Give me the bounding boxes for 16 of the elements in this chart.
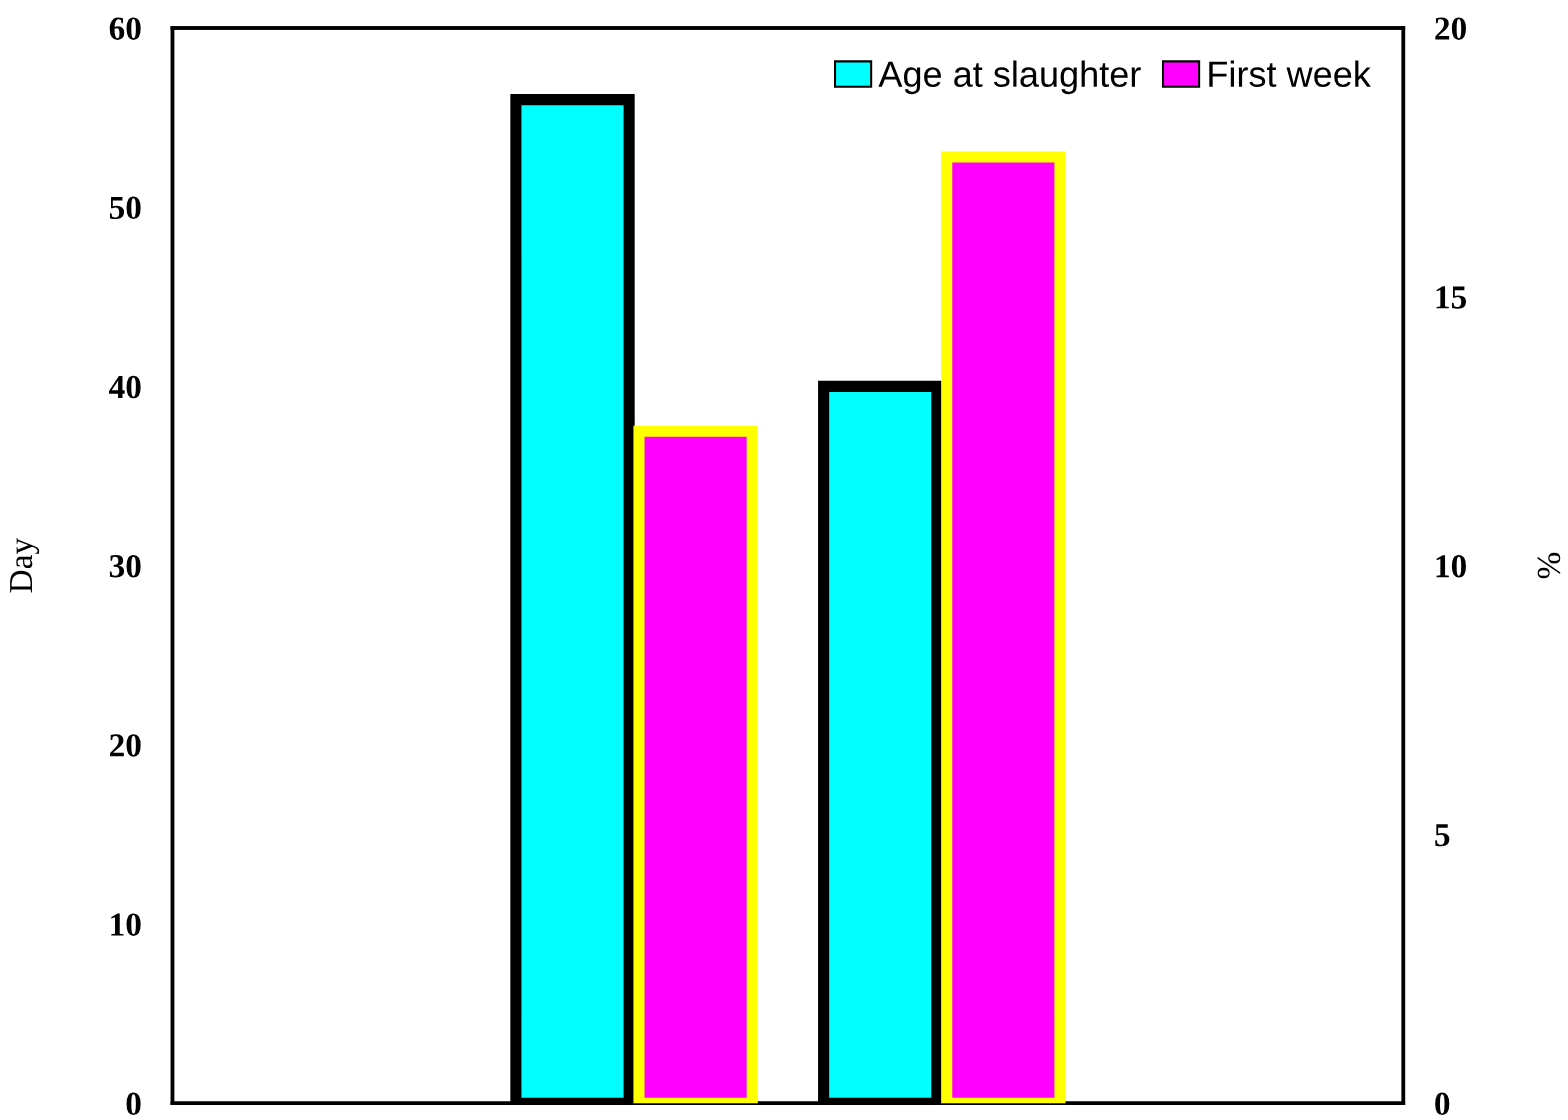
- y-tick-label: 10: [111, 913, 141, 936]
- legend-label: Age at slaughter: [878, 60, 1141, 95]
- legend-label: First week: [1209, 60, 1371, 88]
- y-tick-label: 60: [109, 17, 141, 40]
- y-tick-label: 40: [109, 375, 141, 399]
- y2-tick-label: 10: [1436, 555, 1466, 578]
- y-tick-label: 20: [109, 734, 141, 757]
- y-tick-label: 0: [126, 1092, 141, 1116]
- y-tick-label: 50: [109, 196, 141, 220]
- y2-tick-label: 20: [1435, 17, 1466, 40]
- y-axis-title: Day: [10, 537, 40, 593]
- y2-axis-title: %: [1537, 552, 1561, 579]
- y2-tick-label: 15: [1436, 286, 1467, 309]
- y2-tick-label: 5: [1435, 824, 1450, 847]
- y2-tick-label: 0: [1435, 1092, 1450, 1116]
- y-tick-label: 30: [109, 555, 141, 578]
